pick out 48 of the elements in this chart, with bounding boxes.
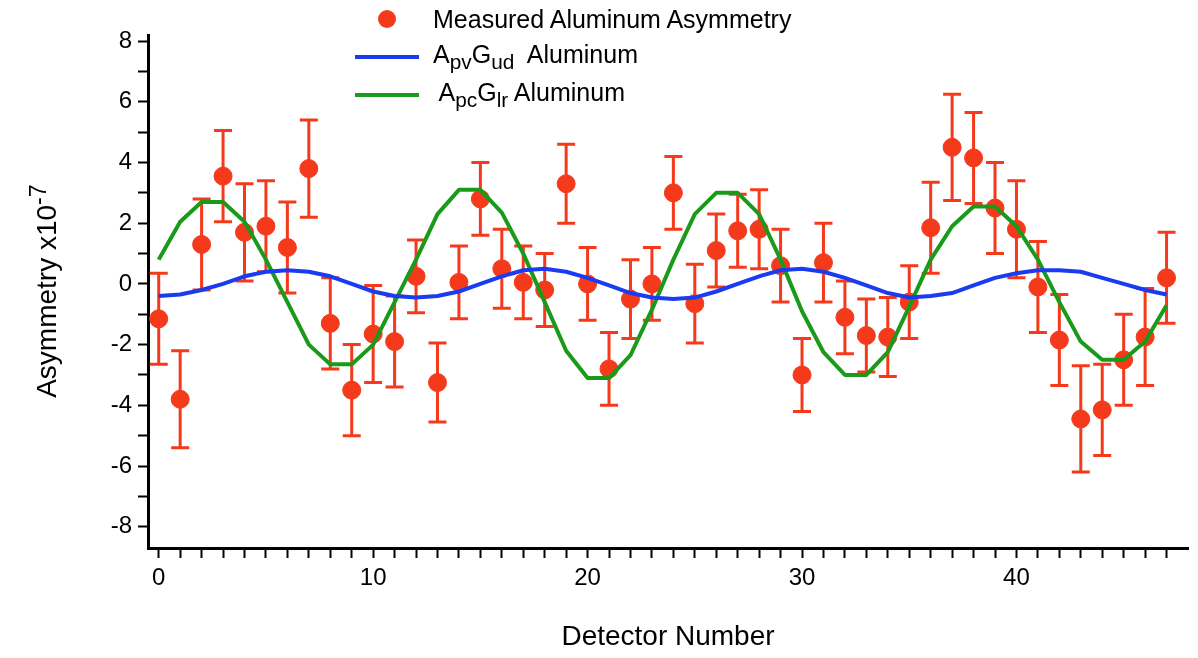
y-tick-label: -4 xyxy=(110,389,132,417)
point xyxy=(513,272,533,292)
point xyxy=(1092,400,1112,420)
point xyxy=(728,221,748,241)
legend-label: A$_{pc}$G$_{lr}$ Aluminum xyxy=(437,78,625,112)
point xyxy=(1049,330,1069,350)
point xyxy=(277,237,297,257)
y-tick-label: -8 xyxy=(110,511,132,539)
point xyxy=(213,166,233,186)
point xyxy=(856,326,876,346)
y-tick-label: -2 xyxy=(110,329,132,357)
legend-label: Measured Aluminum Asymmetry xyxy=(433,4,792,34)
point xyxy=(299,159,319,179)
point xyxy=(835,307,855,327)
point xyxy=(385,332,405,352)
point xyxy=(813,253,833,273)
x-tick-label: 0 xyxy=(152,563,166,591)
x-tick-label: 40 xyxy=(1003,563,1030,591)
x-tick-label: 30 xyxy=(788,563,816,591)
point xyxy=(964,148,984,168)
point xyxy=(170,389,190,409)
point xyxy=(149,309,169,329)
y-tick-label: 0 xyxy=(118,268,132,296)
y-tick-label: 8 xyxy=(118,25,132,53)
point xyxy=(1071,409,1091,429)
point xyxy=(1028,277,1048,297)
y-tick-label: -6 xyxy=(110,450,132,478)
point xyxy=(921,218,941,238)
y-tick-label: 2 xyxy=(118,207,132,235)
x-tick-label: 20 xyxy=(574,563,601,591)
point xyxy=(556,174,576,194)
point xyxy=(706,241,726,261)
point xyxy=(449,272,469,292)
x-axis-title: Detector Number xyxy=(561,619,775,651)
point xyxy=(427,373,447,393)
legend-label: A$_{pv}$G$_{ud}$ Aluminum xyxy=(433,40,638,74)
point xyxy=(1157,268,1177,288)
y-tick-label: 6 xyxy=(118,86,132,114)
point xyxy=(642,274,662,294)
point xyxy=(792,365,812,385)
point xyxy=(942,137,962,157)
point xyxy=(342,380,362,400)
point xyxy=(192,234,212,254)
point xyxy=(256,216,276,236)
x-tick-label: 10 xyxy=(359,563,387,591)
point xyxy=(320,313,340,333)
y-tick-label: 4 xyxy=(118,147,132,175)
point xyxy=(663,183,683,203)
